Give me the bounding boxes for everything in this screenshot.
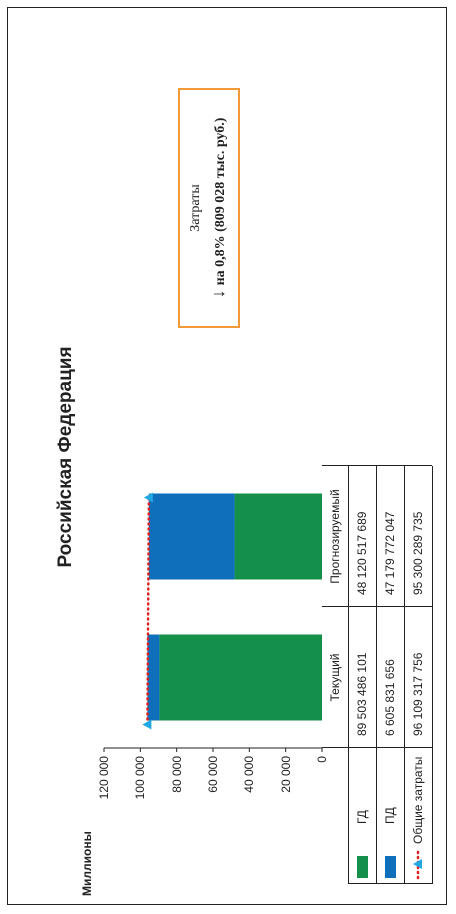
bar-gd-1 <box>234 493 322 580</box>
table-header-0: Текущий <box>328 653 342 702</box>
table-cell: 95 300 289 735 <box>411 511 425 595</box>
table-header-1: Прогнозируемый <box>328 489 342 584</box>
table-row-label: Общие затраты <box>411 756 425 844</box>
table-row-label: ПД <box>383 807 397 824</box>
table-hline-row <box>432 466 433 884</box>
y-tick-label: 120 000 <box>97 756 111 800</box>
legend-total-marker <box>413 848 422 880</box>
y-tick-label: 100 000 <box>133 756 148 800</box>
plot-area <box>103 492 422 880</box>
y-tick-label: 40 000 <box>242 756 257 793</box>
y-tick-label: 80 000 <box>169 756 184 793</box>
y-tick-label: 0 <box>315 756 329 763</box>
total-cost-marker-0 <box>142 719 152 730</box>
legend-swatch-pd <box>385 856 396 878</box>
table-vline-left <box>376 883 404 884</box>
table-vline-left <box>348 883 376 884</box>
table-vline-left <box>404 883 432 884</box>
total-cost-line <box>146 496 151 726</box>
bar-pd-0 <box>147 634 160 721</box>
legend-swatch-gd <box>357 856 368 878</box>
table-vline-header-left <box>322 747 348 748</box>
chart-frame: Российская Федерация Миллионы Затраты ↓н… <box>7 7 447 905</box>
bar-pd-1 <box>148 493 235 580</box>
bar-gd-0 <box>159 634 322 721</box>
table-cell: 47 179 772 047 <box>383 511 397 595</box>
table-vline-label <box>348 747 376 748</box>
table-cell: 48 120 517 689 <box>355 511 369 595</box>
y-tick-label: 20 000 <box>278 756 293 793</box>
total-cost-marker-1 <box>143 492 153 503</box>
table-cell: 6 605 831 656 <box>383 659 397 736</box>
table-cell: 96 109 317 756 <box>411 652 425 736</box>
y-tick-label: 60 000 <box>206 756 220 793</box>
table-vline-label <box>376 747 404 748</box>
table-row-label: ГД <box>355 810 369 824</box>
table-cell: 89 503 486 101 <box>355 652 369 736</box>
rotated-chart-area: Российская Федерация Миллионы Затраты ↓н… <box>8 8 448 906</box>
